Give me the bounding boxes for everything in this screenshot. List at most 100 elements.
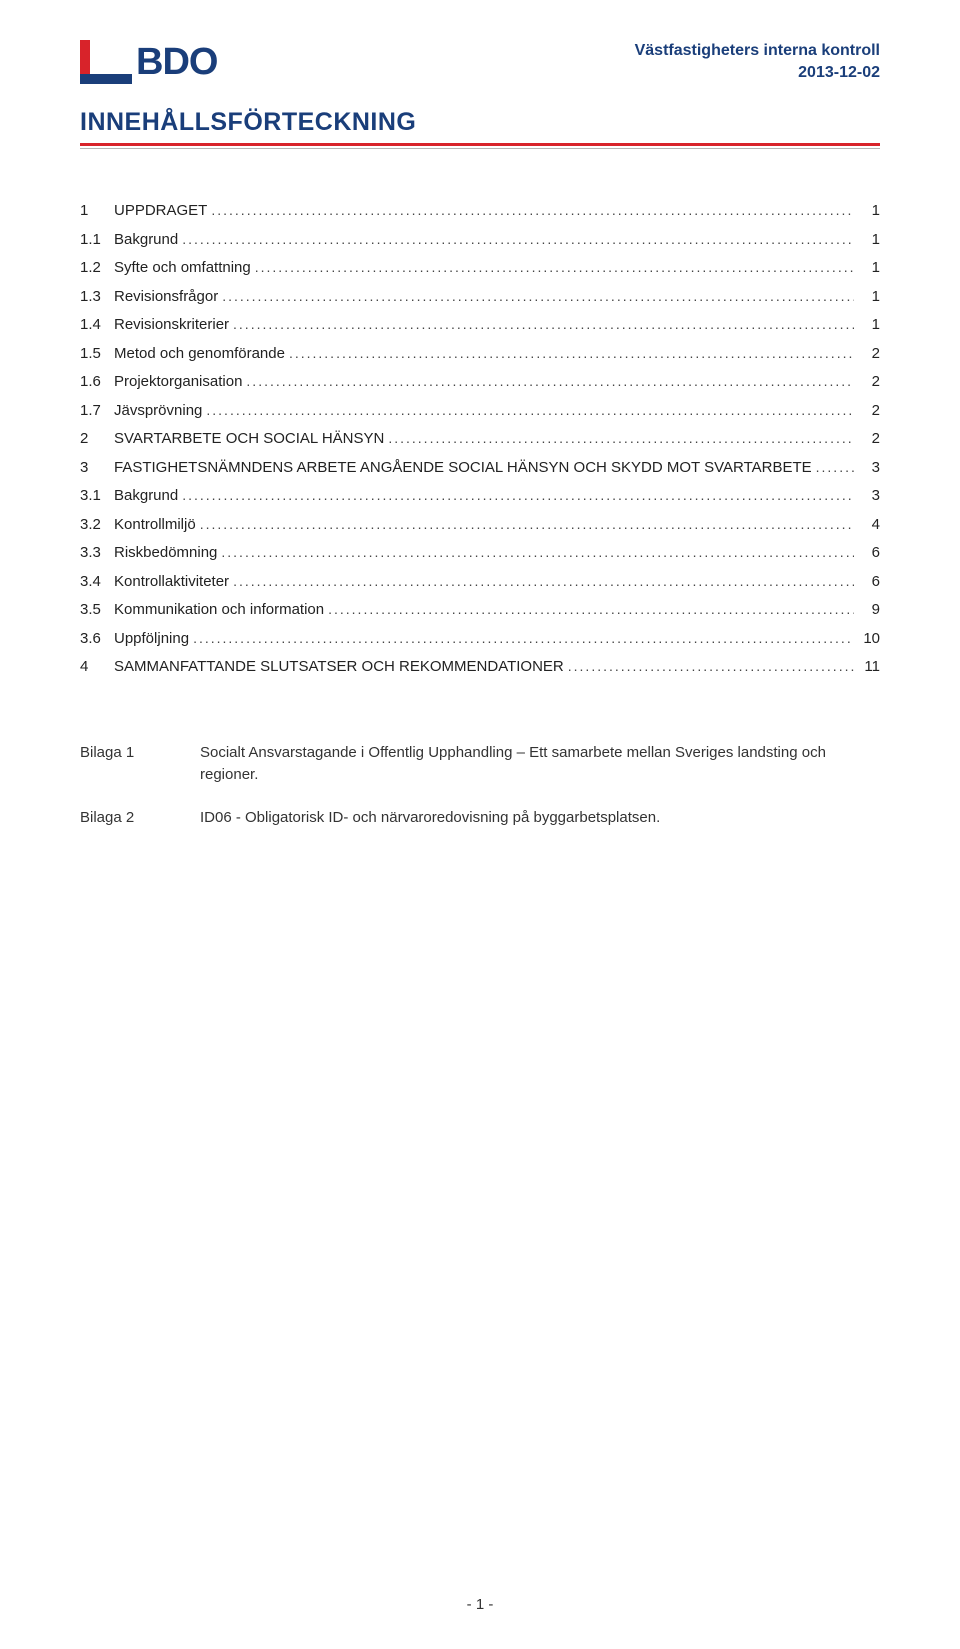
toc-page: 1: [858, 254, 880, 283]
toc-number: 1.5: [80, 340, 114, 369]
toc-page: 1: [858, 226, 880, 255]
toc-number: 1.6: [80, 368, 114, 397]
toc-row: 1.6Projektorganisation 2: [80, 368, 880, 397]
toc-number: 3.4: [80, 568, 114, 597]
toc-number: 3.1: [80, 482, 114, 511]
toc-number: 2: [80, 425, 114, 454]
toc-label: Revisionskriterier: [114, 311, 229, 340]
toc-leader-dots: [246, 368, 854, 397]
appendix-row: Bilaga 2ID06 - Obligatorisk ID- och närv…: [80, 807, 880, 830]
toc-leader-dots: [182, 226, 854, 255]
toc-page: 2: [858, 368, 880, 397]
toc-leader-dots: [193, 625, 854, 654]
toc-number: 1.3: [80, 283, 114, 312]
toc-row: 1.4Revisionskriterier 1: [80, 311, 880, 340]
toc-number: 1.4: [80, 311, 114, 340]
toc-row: 3.5Kommunikation och information 9: [80, 596, 880, 625]
toc-number: 3.3: [80, 539, 114, 568]
toc-leader-dots: [200, 511, 854, 540]
title-underline-thin: [80, 148, 880, 149]
toc-row: 1.2Syfte och omfattning 1: [80, 254, 880, 283]
toc-label: Kommunikation och information: [114, 596, 324, 625]
document-page: BDO Västfastigheters interna kontroll 20…: [0, 0, 960, 1649]
toc-label: Revisionsfrågor: [114, 283, 218, 312]
toc-leader-dots: [233, 311, 854, 340]
toc-leader-dots: [388, 425, 854, 454]
appendix-key: Bilaga 1: [80, 742, 200, 765]
toc-label: UPPDRAGET: [114, 197, 207, 226]
toc-row: 1.1Bakgrund 1: [80, 226, 880, 255]
toc-label: Metod och genomförande: [114, 340, 285, 369]
toc-row: 2SVARTARBETE OCH SOCIAL HÄNSYN2: [80, 425, 880, 454]
appendix-text: Socialt Ansvarstagande i Offentlig Uppha…: [200, 742, 880, 787]
toc-label: FASTIGHETSNÄMNDENS ARBETE ANGÅENDE SOCIA…: [114, 454, 812, 483]
toc-page: 6: [858, 539, 880, 568]
toc-label: Kontrollmiljö: [114, 511, 196, 540]
toc-row: 3FASTIGHETSNÄMNDENS ARBETE ANGÅENDE SOCI…: [80, 454, 880, 483]
brand-logo: BDO: [80, 40, 217, 84]
toc-page: 10: [858, 625, 880, 654]
header-date: 2013-12-02: [635, 62, 880, 84]
toc-row: 1.3Revisionsfrågor1: [80, 283, 880, 312]
toc-row: 3.6Uppföljning10: [80, 625, 880, 654]
toc-number: 3.2: [80, 511, 114, 540]
toc-leader-dots: [289, 340, 854, 369]
toc-leader-dots: [206, 397, 854, 426]
toc-label: Projektorganisation: [114, 368, 242, 397]
appendix-row: Bilaga 1Socialt Ansvarstagande i Offentl…: [80, 742, 880, 787]
toc-leader-dots: [328, 596, 854, 625]
toc-leader-dots: [222, 283, 854, 312]
toc-page: 11: [858, 653, 880, 682]
toc-page: 9: [858, 596, 880, 625]
appendix-key: Bilaga 2: [80, 807, 200, 830]
header-client: Västfastigheters interna kontroll: [635, 40, 880, 62]
toc-row: 3.1Bakgrund 3: [80, 482, 880, 511]
table-of-contents: 1UPPDRAGET11.1Bakgrund11.2Syfte och omfa…: [80, 197, 880, 682]
toc-leader-dots: [182, 482, 854, 511]
toc-page: 6: [858, 568, 880, 597]
page-title: INNEHÅLLSFÖRTECKNING: [80, 108, 880, 143]
toc-label: SAMMANFATTANDE SLUTSATSER OCH REKOMMENDA…: [114, 653, 564, 682]
title-block: INNEHÅLLSFÖRTECKNING: [80, 108, 880, 149]
toc-number: 1: [80, 197, 114, 226]
toc-leader-dots: [816, 454, 854, 483]
toc-row: 1.5Metod och genomförande2: [80, 340, 880, 369]
toc-page: 1: [858, 311, 880, 340]
toc-leader-dots: [211, 197, 854, 226]
toc-label: Riskbedömning: [114, 539, 217, 568]
toc-label: Bakgrund: [114, 482, 178, 511]
logo-mark-icon: [80, 40, 132, 84]
title-underline-accent: [80, 143, 880, 146]
toc-number: 3.5: [80, 596, 114, 625]
toc-leader-dots: [233, 568, 854, 597]
toc-leader-dots: [255, 254, 854, 283]
toc-page: 4: [858, 511, 880, 540]
appendix-list: Bilaga 1Socialt Ansvarstagande i Offentl…: [80, 742, 880, 830]
toc-number: 3: [80, 454, 114, 483]
toc-number: 1.2: [80, 254, 114, 283]
toc-label: Kontrollaktiviteter: [114, 568, 229, 597]
toc-page: 2: [858, 425, 880, 454]
toc-label: Bakgrund: [114, 226, 178, 255]
logo-letters: BDO: [136, 43, 217, 81]
header-meta: Västfastigheters interna kontroll 2013-1…: [635, 40, 880, 83]
toc-number: 4: [80, 653, 114, 682]
toc-page: 3: [858, 482, 880, 511]
toc-leader-dots: [221, 539, 854, 568]
toc-label: Jävsprövning: [114, 397, 202, 426]
toc-label: Syfte och omfattning: [114, 254, 251, 283]
toc-row: 1.7Jävsprövning 2: [80, 397, 880, 426]
toc-page: 2: [858, 397, 880, 426]
toc-row: 3.3Riskbedömning 6: [80, 539, 880, 568]
toc-label: Uppföljning: [114, 625, 189, 654]
appendix-text: ID06 - Obligatorisk ID- och närvaroredov…: [200, 807, 880, 830]
toc-page: 1: [858, 197, 880, 226]
toc-row: 3.2Kontrollmiljö 4: [80, 511, 880, 540]
toc-page: 3: [858, 454, 880, 483]
toc-number: 1.1: [80, 226, 114, 255]
toc-leader-dots: [568, 653, 854, 682]
page-header: BDO Västfastigheters interna kontroll 20…: [80, 40, 880, 84]
toc-row: 4SAMMANFATTANDE SLUTSATSER OCH REKOMMEND…: [80, 653, 880, 682]
toc-number: 1.7: [80, 397, 114, 426]
toc-label: SVARTARBETE OCH SOCIAL HÄNSYN: [114, 425, 384, 454]
